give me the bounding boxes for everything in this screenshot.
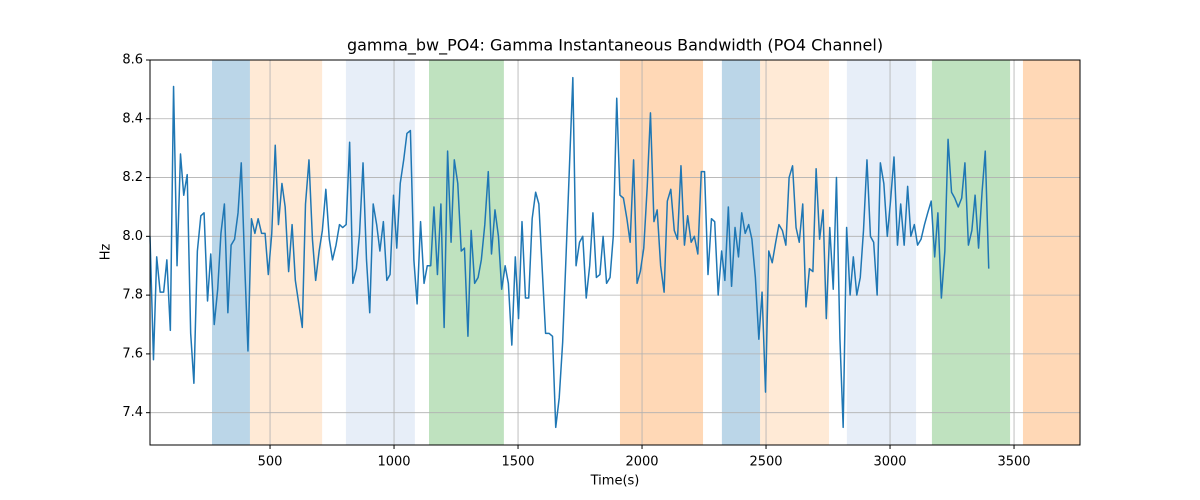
plot-frame [149,59,1081,446]
x-tick-label: 3000 [873,455,906,470]
data-line [149,76,990,429]
y-tick-label: 8.4 [122,111,143,126]
x-axis-label: Time(s) [590,474,640,489]
y-tick-label: 7.8 [122,288,143,303]
y-axis-label: Hz [99,244,114,261]
shaded-span [931,60,1011,445]
chart-title: gamma_bw_PO4: Gamma Instantaneous Bandwi… [347,36,883,56]
y-tick-label: 7.4 [122,405,143,420]
x-tick-label: 500 [258,455,283,470]
shaded-span [760,60,830,445]
x-tick-label: 3500 [997,455,1030,470]
shaded-span [249,60,323,445]
shaded-span [1022,60,1080,445]
shaded-span [429,60,504,445]
x-tick-label: 1000 [377,455,410,470]
shaded-span [619,60,704,445]
shaded-span [345,60,415,445]
x-tick-label: 1500 [501,455,534,470]
y-tick-label: 8.6 [122,53,143,68]
y-tick-label: 7.6 [122,346,143,361]
x-tick-label: 2000 [625,455,658,470]
y-tick-label: 8.2 [122,170,143,185]
y-tick-label: 8.0 [122,229,143,244]
shaded-span [721,60,761,445]
x-tick-label: 2500 [749,455,782,470]
shaded-span [846,60,917,445]
